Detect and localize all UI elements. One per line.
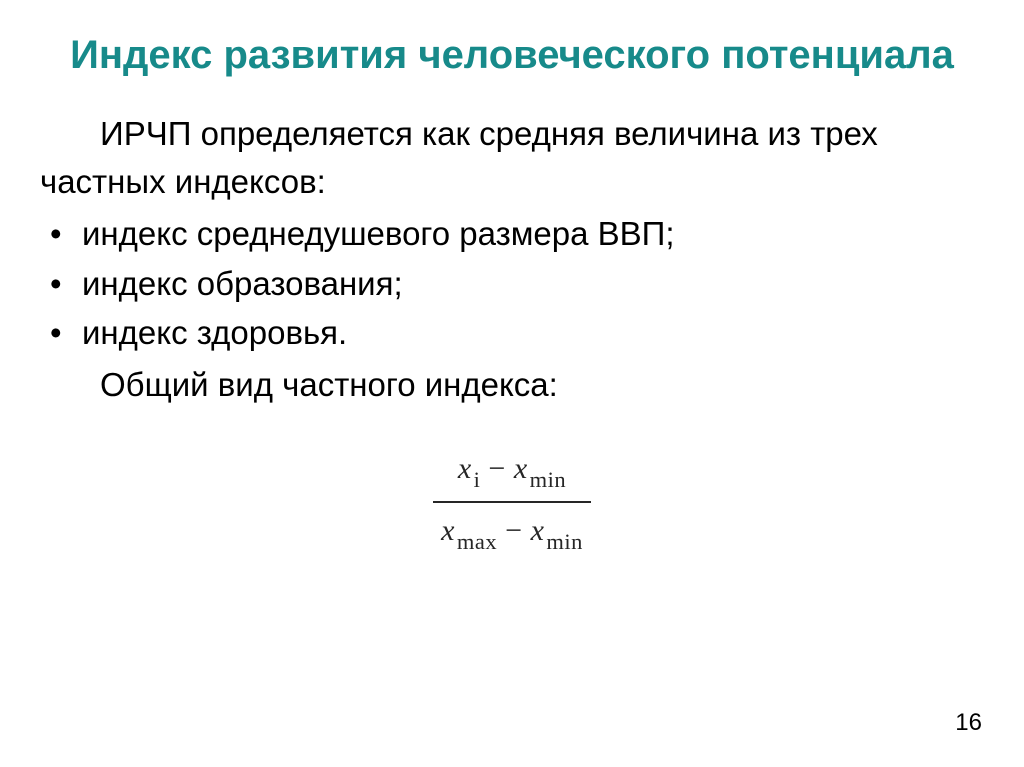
subscript: min [530, 467, 567, 492]
subscript: i [474, 467, 481, 492]
formula-container: xi − xmin xmax − xmin [40, 447, 984, 556]
intro-paragraph: ИРЧП определяется как средняя величина и… [40, 110, 984, 206]
variable: x [531, 514, 545, 547]
list-item: индекс здоровья. [40, 309, 984, 357]
list-item: индекс образования; [40, 260, 984, 308]
slide-body: ИРЧП определяется как средняя величина и… [40, 110, 984, 556]
bullet-list: индекс среднедушевого размера ВВП; индек… [40, 210, 984, 358]
list-item: индекс среднедушевого размера ВВП; [40, 210, 984, 258]
formula-label: Общий вид частного индекса: [40, 361, 984, 409]
slide: Индекс развития человеческого потенциала… [0, 0, 1024, 767]
formula-numerator: xi − xmin [433, 447, 591, 503]
formula: xi − xmin xmax − xmin [433, 447, 591, 556]
minus-sign: − [480, 452, 513, 485]
variable: x [514, 452, 528, 485]
subscript: max [457, 529, 497, 554]
slide-title: Индекс развития человеческого потенциала [40, 30, 984, 80]
variable: x [441, 514, 455, 547]
minus-sign: − [497, 514, 530, 547]
variable: x [458, 452, 472, 485]
formula-denominator: xmax − xmin [433, 503, 591, 557]
page-number: 16 [955, 709, 982, 737]
subscript: min [546, 529, 583, 554]
